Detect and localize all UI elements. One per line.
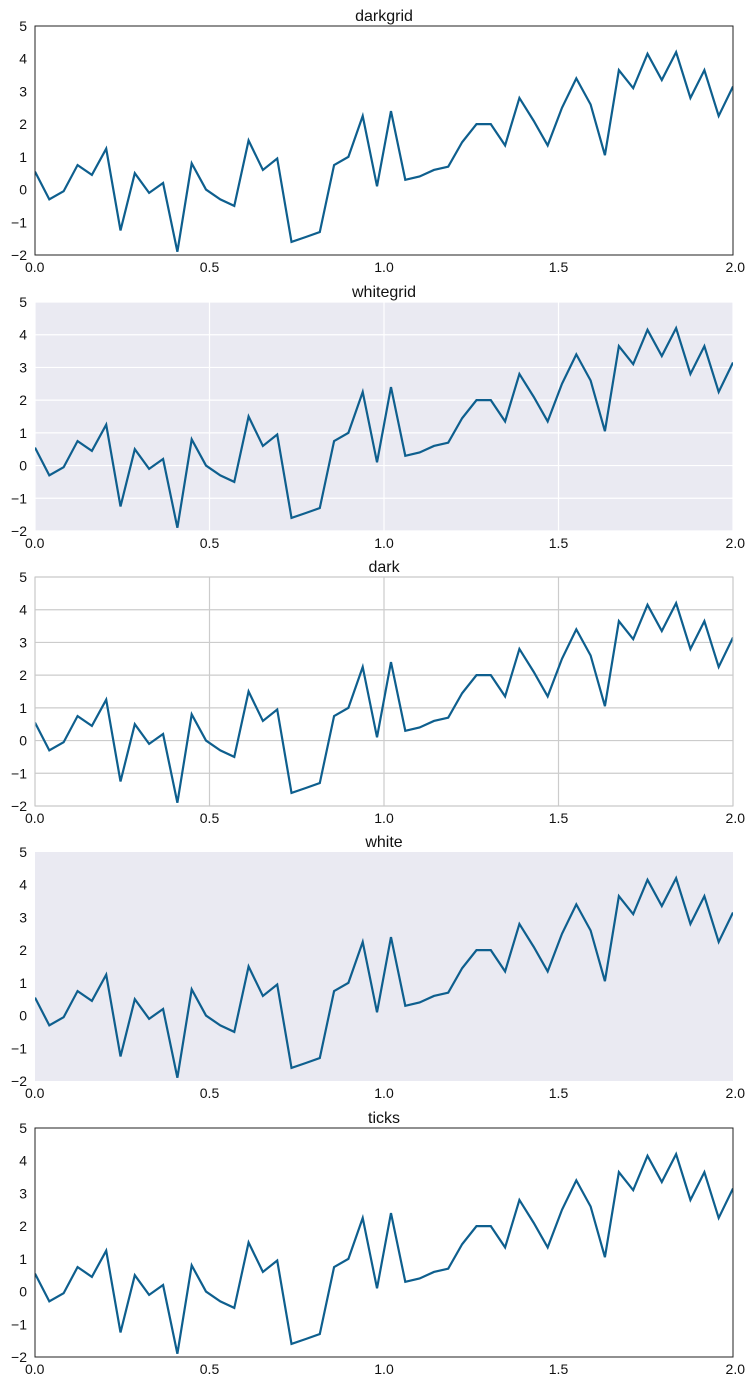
series-line <box>35 600 733 803</box>
y-tick-label: 2 <box>19 116 27 132</box>
y-tick-label: 3 <box>19 634 27 650</box>
y-tick-label: −2 <box>11 1073 27 1089</box>
y-tick-label: 1 <box>19 700 27 716</box>
chart-title: dark <box>368 559 400 576</box>
y-tick-label: −2 <box>11 798 27 814</box>
x-tick-label: 1.0 <box>374 1361 394 1377</box>
x-tick-label: 1.5 <box>549 810 569 826</box>
plot-background <box>35 26 733 255</box>
x-tick-label: 0.0 <box>25 1085 45 1101</box>
x-tick-label: 0.5 <box>200 810 220 826</box>
x-tick-label: 0.5 <box>200 259 220 275</box>
y-tick-label: 5 <box>19 569 27 585</box>
x-tick-label: 0.0 <box>25 535 45 551</box>
y-tick-label: 5 <box>19 18 27 34</box>
y-tick-label: 2 <box>19 667 27 683</box>
x-tick-label: 2.0 <box>726 535 746 551</box>
y-tick-label: 3 <box>19 359 27 375</box>
y-tick-label: 3 <box>19 1185 27 1201</box>
y-tick-label: −1 <box>11 214 27 230</box>
y-tick-label: 1 <box>19 1251 27 1267</box>
chart-title: white <box>364 834 402 851</box>
x-tick-label: 2.0 <box>726 810 746 826</box>
chart-title: darkgrid <box>355 8 413 25</box>
y-tick-label: 1 <box>19 425 27 441</box>
chart-panel-white: white −2 −1 0 1 2 3 4 5 0.0 0.5 1.0 1.5 2.0 <box>11 834 745 1101</box>
y-tick-label: 0 <box>19 182 27 198</box>
y-tick-label: 3 <box>19 83 27 99</box>
x-tick-label: 1.0 <box>374 259 394 275</box>
y-tick-label: −2 <box>11 247 27 263</box>
y-tick-label: −1 <box>11 1316 27 1332</box>
plot-frame <box>34 25 734 256</box>
y-tick-label: −1 <box>11 490 27 506</box>
plot-frame <box>34 576 734 807</box>
y-tick-label: −1 <box>11 1040 27 1056</box>
y-tick-label: 2 <box>19 942 27 958</box>
x-tick-label: 0.0 <box>25 259 45 275</box>
y-tick-label: −2 <box>11 523 27 539</box>
chart-panel-darkgrid: darkgrid −2 −1 0 1 2 3 4 5 0.0 0.5 1.0 1.5 2.0 <box>11 8 745 275</box>
y-tick-label: 0 <box>19 733 27 749</box>
y-tick-label: 2 <box>19 392 27 408</box>
series-line <box>35 325 733 528</box>
y-tick-label: 3 <box>19 909 27 925</box>
y-tick-label: 4 <box>19 602 27 618</box>
y-tick-label: 1 <box>19 149 27 165</box>
x-tick-label: 0.0 <box>25 1361 45 1377</box>
x-tick-label: 1.5 <box>549 259 569 275</box>
series-line <box>35 875 733 1078</box>
y-tick-label: 5 <box>19 1120 27 1136</box>
x-tick-label: 0.5 <box>200 1085 220 1101</box>
y-tick-label: 0 <box>19 1008 27 1024</box>
y-tick-label: 0 <box>19 1284 27 1300</box>
x-tick-label: 1.5 <box>549 535 569 551</box>
y-tick-label: 5 <box>19 294 27 310</box>
y-tick-label: 4 <box>19 1153 27 1169</box>
chart-panel-ticks: ticks −2 −1 0 1 2 3 4 5 0.0 0.5 1.0 1.5 2.0 <box>11 1110 745 1377</box>
chart-panel-dark: dark −2 −1 0 1 2 3 4 5 0.0 0.5 1.0 1.5 2.0 <box>11 559 745 826</box>
plot-frame <box>34 1127 734 1358</box>
series-line <box>35 1151 733 1354</box>
plot-background <box>35 852 733 1081</box>
y-tick-label: 1 <box>19 975 27 991</box>
x-tick-label: 0.5 <box>200 1361 220 1377</box>
plot-background <box>35 1128 733 1357</box>
x-tick-label: 1.5 <box>549 1085 569 1101</box>
chart-title: whitegrid <box>351 284 416 301</box>
x-tick-label: 2.0 <box>726 1361 746 1377</box>
x-tick-label: 1.5 <box>549 1361 569 1377</box>
y-tick-label: 4 <box>19 51 27 67</box>
series-line <box>35 49 733 252</box>
x-tick-label: 1.0 <box>374 535 394 551</box>
y-tick-label: 0 <box>19 458 27 474</box>
y-tick-label: 4 <box>19 327 27 343</box>
x-tick-label: 2.0 <box>726 1085 746 1101</box>
y-tick-label: 4 <box>19 877 27 893</box>
x-tick-label: 1.0 <box>374 1085 394 1101</box>
y-tick-label: −2 <box>11 1349 27 1365</box>
chart-panel-whitegrid: whitegrid −2 −1 0 1 2 3 4 5 0.0 0.5 1.0 1.5 2.0 <box>11 284 745 551</box>
chart-title: ticks <box>368 1110 400 1127</box>
y-tick-label: 5 <box>19 844 27 860</box>
x-tick-label: 0.5 <box>200 535 220 551</box>
x-tick-label: 1.0 <box>374 810 394 826</box>
y-tick-label: 2 <box>19 1218 27 1234</box>
y-tick-label: −1 <box>11 765 27 781</box>
x-tick-label: 0.0 <box>25 810 45 826</box>
x-tick-label: 2.0 <box>726 259 746 275</box>
